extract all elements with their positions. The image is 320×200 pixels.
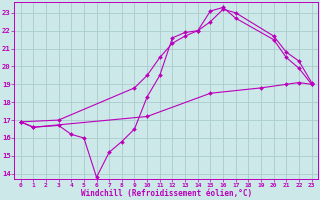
X-axis label: Windchill (Refroidissement éolien,°C): Windchill (Refroidissement éolien,°C) xyxy=(81,189,252,198)
